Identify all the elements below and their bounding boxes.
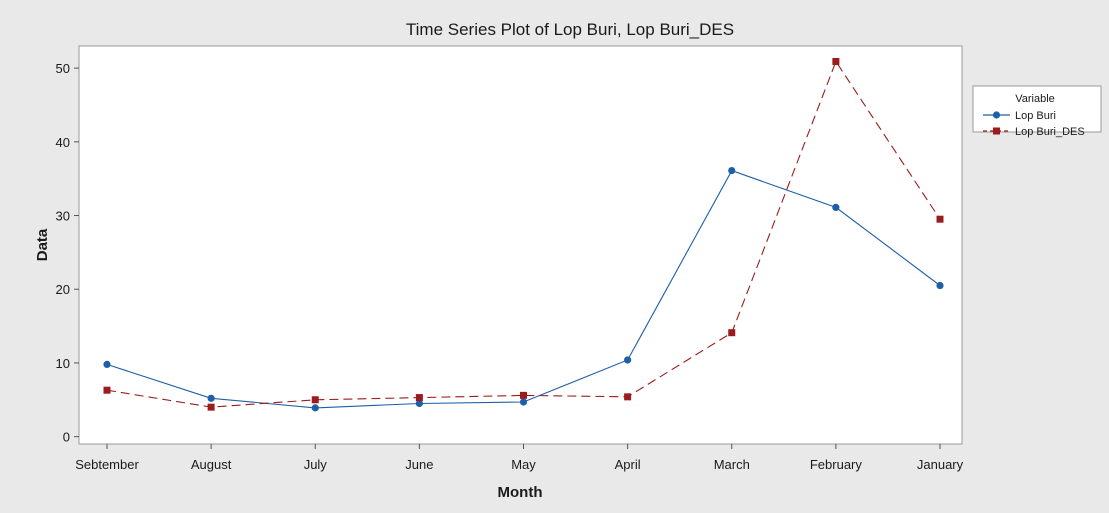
- data-point: [520, 391, 527, 399]
- x-tick-label: April: [615, 457, 641, 472]
- y-tick-label: 50: [56, 61, 70, 76]
- data-point: [207, 403, 215, 411]
- chart-title: Time Series Plot of Lop Buri, Lop Buri_D…: [406, 20, 734, 39]
- y-tick-label: 40: [56, 135, 70, 150]
- data-point: [936, 281, 944, 290]
- x-tick-label: January: [917, 457, 964, 472]
- data-point: [624, 356, 632, 364]
- data-point: [624, 393, 632, 401]
- y-tick-label: 0: [63, 430, 70, 445]
- data-point: [415, 394, 423, 402]
- series-layer: [103, 57, 944, 412]
- data-point: [207, 394, 215, 402]
- y-axis: 0 10 20 30 40 50: [56, 61, 79, 445]
- data-point: [832, 203, 840, 212]
- data-point: [103, 386, 111, 394]
- plot-area: [78, 45, 963, 445]
- x-tick-label: March: [714, 457, 750, 472]
- data-point: [415, 399, 423, 408]
- data-point: [311, 396, 319, 404]
- legend-items: Lop Buri Lop Buri_DES: [983, 110, 1085, 138]
- y-tick-label: 10: [56, 356, 70, 371]
- series-line: [106, 60, 941, 408]
- x-tick-label: August: [191, 457, 232, 472]
- legend-box: [972, 85, 1102, 133]
- legend-marker: [993, 127, 1000, 135]
- data-point: [728, 329, 736, 337]
- x-tick-label: Sebtember: [75, 457, 139, 472]
- legend: Variable Lop Buri Lop Buri_DES: [972, 85, 1102, 138]
- data-point: [519, 398, 528, 406]
- x-axis-title: Month: [498, 484, 543, 501]
- data-point: [103, 360, 111, 368]
- legend-marker: [992, 111, 1001, 119]
- legend-label: Lop Buri: [1015, 110, 1056, 122]
- x-tick-label: February: [810, 457, 863, 472]
- data-point: [936, 215, 944, 223]
- legend-title: Variable: [1015, 93, 1055, 105]
- x-axis: Sebtember August July June May April March Febr…: [75, 444, 964, 472]
- data-point: [728, 166, 736, 175]
- data-point: [311, 404, 319, 412]
- x-tick-label: June: [405, 457, 433, 472]
- y-axis-title: Data: [34, 228, 51, 261]
- x-tick-label: May: [511, 457, 536, 472]
- x-tick-label: July: [304, 457, 328, 472]
- y-tick-label: 20: [56, 282, 70, 297]
- legend-label: Lop Buri_DES: [1015, 126, 1085, 138]
- data-point: [832, 57, 840, 65]
- y-tick-label: 30: [56, 209, 70, 224]
